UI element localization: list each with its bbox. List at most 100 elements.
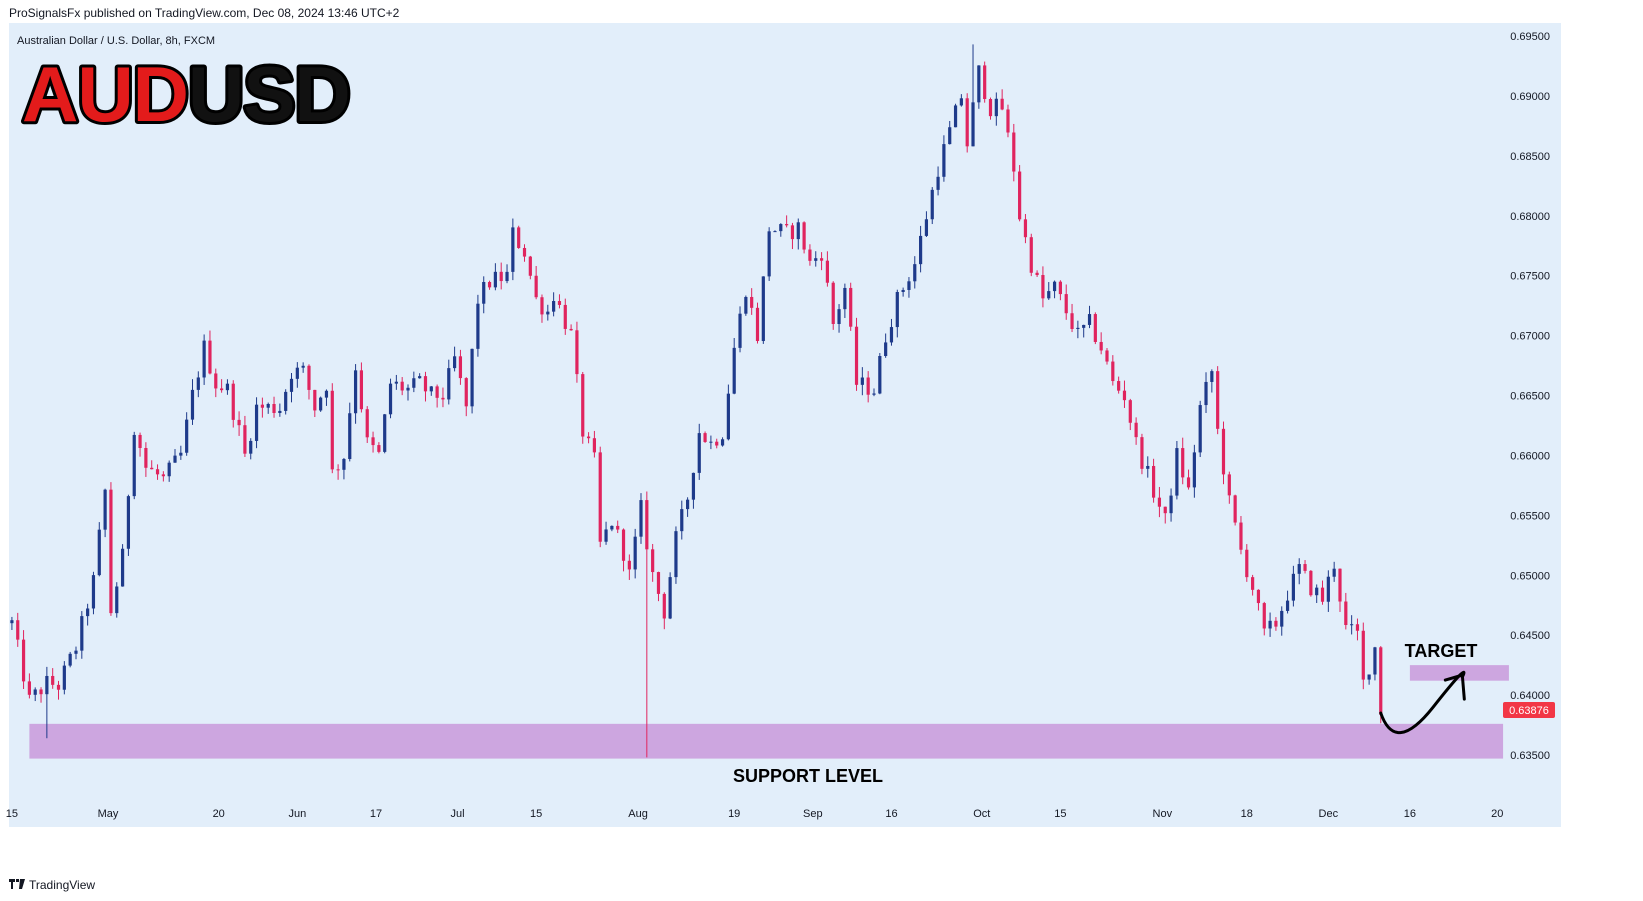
candle xyxy=(120,544,125,587)
candle xyxy=(651,543,655,582)
candle xyxy=(167,460,171,482)
time-axis[interactable]: 15 May 20 Jun 17 Jul 15 Aug 19 Sep 16 Oct 15 Nov 18 Dec… xyxy=(6,808,1504,820)
candle-body xyxy=(738,313,742,348)
candle-body xyxy=(1251,577,1255,590)
candle-body xyxy=(924,219,929,236)
candle xyxy=(1140,433,1144,475)
candle xyxy=(889,318,894,346)
candle-body xyxy=(959,98,963,106)
candle xyxy=(621,528,626,572)
candle xyxy=(802,221,806,254)
candle-body xyxy=(1181,448,1185,478)
candle xyxy=(27,673,31,699)
candle xyxy=(563,298,567,335)
price-tick-5: 0.67000 xyxy=(1510,331,1550,343)
candle-body xyxy=(126,496,131,549)
candle-body xyxy=(1140,437,1144,469)
candle-body xyxy=(1326,576,1330,602)
candle xyxy=(715,438,719,449)
candle-body xyxy=(237,419,241,426)
price-axis[interactable]: 0.69500 0.69000 0.68500 0.68000 0.67500 0.670… xyxy=(1510,31,1550,762)
candle-body xyxy=(1210,371,1214,382)
candle-body xyxy=(487,281,492,288)
candle xyxy=(435,384,439,408)
time-axis-background xyxy=(9,799,1561,827)
candle xyxy=(517,225,521,249)
candle xyxy=(173,449,177,463)
arrow-head xyxy=(1443,673,1466,701)
candle xyxy=(604,521,608,545)
candle xyxy=(1303,560,1307,574)
candle xyxy=(353,364,358,424)
candle-body xyxy=(773,231,777,233)
candle xyxy=(884,333,888,358)
candle-body xyxy=(691,472,696,500)
tradingview-logo-icon xyxy=(9,878,25,892)
candle xyxy=(377,442,381,454)
candle xyxy=(831,281,835,330)
candle-body xyxy=(16,620,20,640)
current-price-badge: 0.63876 xyxy=(1503,701,1555,718)
candle-body xyxy=(1111,361,1115,382)
candle xyxy=(761,276,765,344)
candle xyxy=(1309,570,1313,597)
candle-body xyxy=(365,409,369,438)
candle xyxy=(109,482,113,616)
time-tick-2: 20 xyxy=(213,808,225,820)
candle-body xyxy=(1361,630,1365,680)
candle xyxy=(1297,558,1301,585)
candle-body xyxy=(284,391,288,411)
candle xyxy=(1326,570,1330,612)
candle-body xyxy=(639,500,643,537)
candle xyxy=(552,292,556,317)
candle xyxy=(21,630,26,690)
candle-body xyxy=(1332,568,1336,577)
candle-body xyxy=(860,377,864,385)
candle-body xyxy=(872,393,876,395)
candle-body xyxy=(1006,109,1010,133)
candle xyxy=(755,302,760,344)
candle-body xyxy=(394,381,398,384)
candle xyxy=(324,389,329,406)
candle xyxy=(878,353,882,395)
candle-body xyxy=(552,301,556,312)
candle xyxy=(732,337,736,395)
candle-body xyxy=(581,374,585,437)
candle-body xyxy=(1239,522,1243,550)
candle xyxy=(1064,284,1068,320)
candle xyxy=(1256,589,1261,611)
candle xyxy=(1029,233,1033,277)
candle xyxy=(423,371,428,402)
candle xyxy=(738,306,742,353)
candle xyxy=(1082,324,1086,338)
candle-body xyxy=(138,434,142,449)
candle-body xyxy=(662,593,666,619)
candle-body xyxy=(674,531,678,578)
candle xyxy=(214,368,218,398)
candle-body xyxy=(185,419,189,453)
candle-body xyxy=(534,275,538,298)
candle xyxy=(243,415,247,457)
candle-body xyxy=(790,225,795,240)
candle-body xyxy=(866,377,870,395)
candle-body xyxy=(482,281,486,304)
candle-body xyxy=(1169,495,1173,514)
candle xyxy=(1262,601,1266,636)
candle xyxy=(645,491,649,758)
time-tick-8: 19 xyxy=(728,808,740,820)
candle xyxy=(1122,380,1127,408)
candle-body xyxy=(936,176,940,190)
candle-body xyxy=(441,397,445,400)
tradingview-footer[interactable]: TradingView xyxy=(9,878,95,892)
time-tick-15: Dec xyxy=(1319,808,1339,820)
candle xyxy=(1186,469,1191,490)
candle-body xyxy=(1064,294,1068,314)
candle-body xyxy=(732,347,736,394)
candle xyxy=(522,244,527,262)
candle-body xyxy=(62,665,66,690)
candle-body xyxy=(616,525,620,530)
candle-body xyxy=(1280,610,1284,627)
candle xyxy=(1018,165,1022,222)
candle xyxy=(610,525,614,532)
